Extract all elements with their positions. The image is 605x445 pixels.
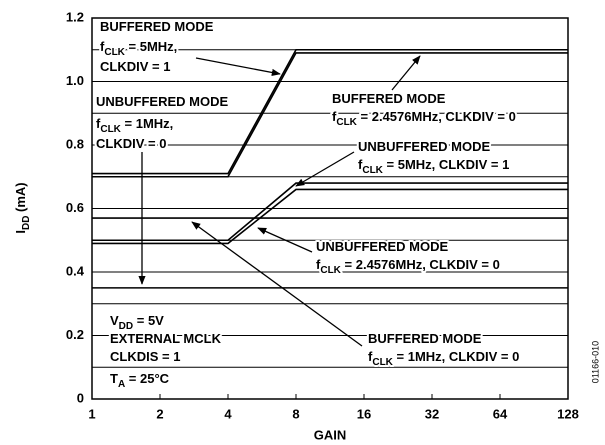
text-part: f — [100, 39, 105, 54]
text-part: UNBUFFERED MODE — [96, 94, 228, 109]
text-part: = 5MHz, — [125, 39, 177, 54]
subscript: CLK — [320, 265, 341, 276]
text-part: BUFFERED MODE — [100, 19, 214, 34]
annotation: fCLK = 2.4576MHz, CLKDIV = 0 — [316, 257, 500, 275]
subscript: DD — [119, 321, 133, 332]
text-part: CLKDIV = 0 — [96, 136, 166, 151]
x-tick-label: 8 — [292, 406, 299, 421]
annotation: VDD = 5V — [110, 313, 164, 331]
annotation: EXTERNAL MCLK — [110, 331, 222, 346]
text-part: f — [96, 116, 101, 131]
arrow — [257, 227, 313, 253]
text-part: CLKDIV = 1 — [100, 59, 170, 74]
text-part: EXTERNAL MCLK — [110, 331, 222, 346]
line — [92, 188, 568, 245]
y-tick-label: 0 — [77, 390, 84, 405]
annotation: UNBUFFERED MODE — [358, 139, 490, 154]
y-tick-label: 0.4 — [66, 263, 85, 278]
y-tick-label: 0.8 — [66, 136, 84, 151]
arrow — [295, 151, 355, 187]
plot-frame — [91, 17, 569, 400]
subscript: CLK — [362, 165, 383, 176]
text-part: f — [368, 349, 373, 364]
annotation: fCLK = 1MHz, CLKDIV = 0 — [368, 349, 519, 367]
figure-id: 01166-010 — [590, 341, 600, 383]
text-part: T — [110, 371, 118, 386]
x-tick-label: 64 — [493, 406, 508, 421]
subscript: CLK — [336, 117, 357, 128]
y-tick-label: 1.2 — [66, 9, 84, 24]
x-axis-label: GAIN — [314, 427, 347, 442]
annotation: fCLK = 5MHz, — [100, 39, 177, 57]
annotation: TA = 25°C — [110, 371, 170, 389]
arrow — [191, 221, 363, 347]
text-part: BUFFERED MODE — [368, 331, 482, 346]
subscript: DD — [21, 216, 32, 230]
annotation: BUFFERED MODE — [100, 19, 214, 34]
text-part: = 2.4576MHz, CLKDIV = 0 — [357, 109, 516, 124]
annotation: CLKDIS = 1 — [110, 349, 180, 364]
x-tick-label: 1 — [88, 406, 95, 421]
annotation: CLKDIV = 1 — [100, 59, 170, 74]
annotation: fCLK = 2.4576MHz, CLKDIV = 0 — [332, 109, 516, 127]
annotation: UNBUFFERED MODE — [96, 94, 228, 109]
text-part: (mA) — [13, 182, 28, 215]
line — [92, 52, 568, 178]
annotation: CLKDIV = 0 — [96, 136, 166, 151]
text-part: = 1MHz, CLKDIV = 0 — [393, 349, 519, 364]
y-axis-label: IDD (mA) — [13, 182, 31, 233]
text-part: CLKDIS = 1 — [110, 349, 180, 364]
annotation: fCLK = 1MHz, — [96, 116, 173, 134]
text-part: V — [110, 313, 119, 328]
subscript: CLK — [104, 47, 125, 58]
x-tick-label: 128 — [557, 406, 579, 421]
text-part: = 25°C — [125, 371, 169, 386]
x-tick-label: 32 — [425, 406, 439, 421]
x-tick-label: 2 — [156, 406, 163, 421]
y-tick-label: 1.0 — [66, 73, 84, 88]
text-part: f — [332, 109, 337, 124]
text-part: UNBUFFERED MODE — [358, 139, 490, 154]
text-part: f — [358, 157, 363, 172]
x-tick-label: 4 — [224, 406, 232, 421]
y-tick-label: 0.6 — [66, 200, 84, 215]
x-tick-label: 16 — [357, 406, 371, 421]
text-part: I — [13, 230, 28, 234]
text-part: = 1MHz, — [121, 116, 173, 131]
text-part: f — [316, 257, 321, 272]
text-part: BUFFERED MODE — [332, 91, 446, 106]
line — [92, 48, 568, 175]
text-part: = 2.4576MHz, CLKDIV = 0 — [341, 257, 500, 272]
subscript: CLK — [100, 124, 121, 135]
text-part: UNBUFFERED MODE — [316, 239, 448, 254]
y-tick-label: 0.2 — [66, 327, 84, 342]
annotation: fCLK = 5MHz, CLKDIV = 1 — [358, 157, 509, 175]
annotation: BUFFERED MODE — [368, 331, 482, 346]
annotation: UNBUFFERED MODE — [316, 239, 448, 254]
subscript: A — [118, 379, 125, 390]
line — [92, 182, 568, 242]
arrow — [391, 55, 421, 91]
subscript: CLK — [372, 357, 393, 368]
arrow — [195, 57, 281, 77]
annotation: BUFFERED MODE — [332, 91, 446, 106]
text-part: = 5V — [133, 313, 164, 328]
text-part: = 5MHz, CLKDIV = 1 — [383, 157, 509, 172]
